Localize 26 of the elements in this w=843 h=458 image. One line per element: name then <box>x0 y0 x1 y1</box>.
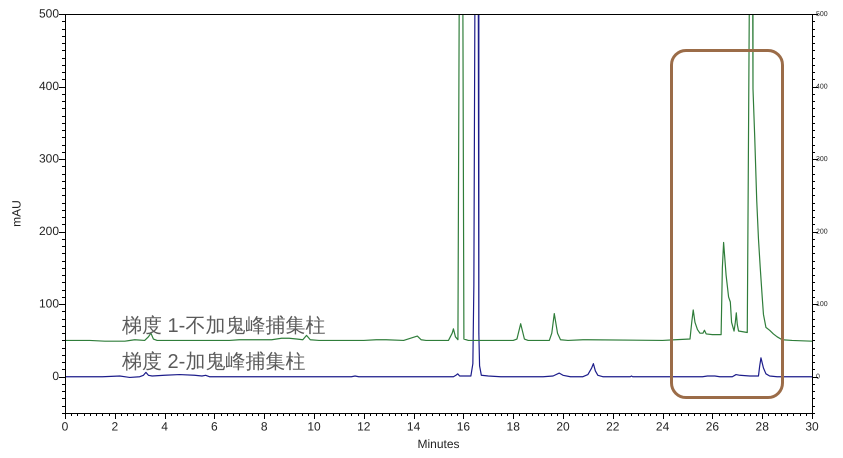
x-tick-label: 4 <box>161 420 168 434</box>
x-tick-label: 2 <box>111 420 118 434</box>
x-tick-label: 10 <box>307 420 321 434</box>
x-tick-label: 16 <box>456 420 470 434</box>
x-tick-label: 8 <box>260 420 268 434</box>
y-axis-title: mAU <box>10 200 24 227</box>
series-label: 梯度 2-加鬼峰捕集柱 <box>121 351 306 374</box>
x-tick-label: 20 <box>556 420 570 434</box>
y-tick-label: 500 <box>38 6 60 20</box>
x-tick-label: 18 <box>506 420 520 434</box>
x-tick-label: 22 <box>606 420 620 434</box>
x-tick-label: 28 <box>756 420 770 434</box>
y-tick-label: 300 <box>38 151 60 166</box>
x-tick-label: 26 <box>706 420 720 434</box>
x-tick-label: 30 <box>805 420 819 434</box>
y-tick-label: 100 <box>38 296 60 310</box>
y-tick-label: 400 <box>38 78 60 93</box>
y-tick-label: 0 <box>52 369 60 384</box>
x-tick-label: 0 <box>62 420 69 434</box>
x-tick-label: 12 <box>357 420 371 434</box>
x-tick-label: 6 <box>211 420 218 434</box>
y-tick-label: 200 <box>38 224 60 238</box>
x-tick-label: 24 <box>656 420 670 434</box>
x-axis-title: Minutes <box>417 437 460 452</box>
series-label: 梯度 1-不加鬼峰捕集柱 <box>121 314 326 337</box>
x-tick-label: 14 <box>406 420 421 434</box>
